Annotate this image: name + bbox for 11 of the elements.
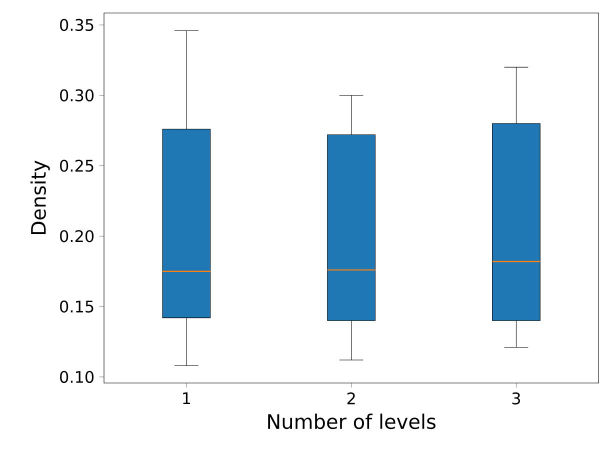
y-tick-label: 0.35 bbox=[60, 18, 94, 32]
y-tick-label: 0.30 bbox=[60, 89, 94, 102]
x-tick-label: 3 bbox=[512, 392, 520, 404]
y-axis-title: Density bbox=[30, 160, 50, 234]
y-tick-label: 0.15 bbox=[60, 300, 94, 313]
x-axis-title: Number of levels bbox=[268, 414, 436, 430]
y-tick-label: 0.25 bbox=[60, 160, 94, 172]
x-tick-label: 1 bbox=[183, 392, 190, 404]
y-tick-label: 0.10 bbox=[60, 370, 94, 383]
x-tick-label: 2 bbox=[347, 392, 355, 404]
y-tick-label: 0.20 bbox=[60, 230, 94, 242]
